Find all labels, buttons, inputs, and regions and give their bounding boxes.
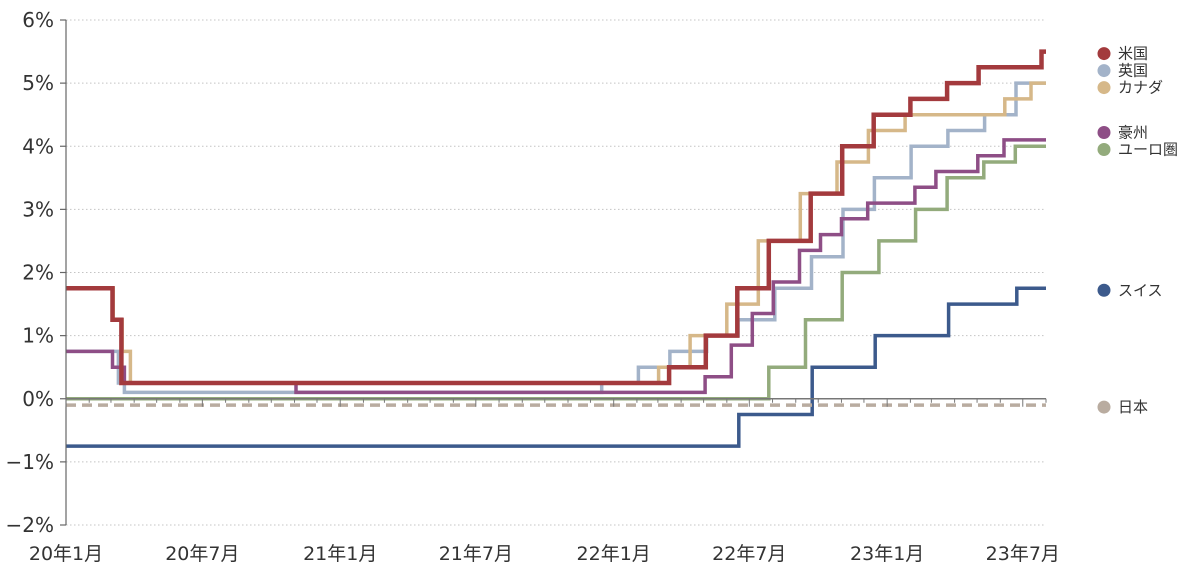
series-line-ユーロ圏 xyxy=(66,144,1046,401)
legend-swatch xyxy=(1097,400,1111,414)
x-tick-label: 22年1月 xyxy=(577,543,651,565)
series-line-カナダ xyxy=(66,81,1046,385)
axes xyxy=(65,20,1047,525)
legend-label: ユーロ圏 xyxy=(1118,140,1178,158)
legend-item-日本: 日本 xyxy=(1097,398,1148,416)
legend-label: 日本 xyxy=(1118,398,1148,416)
legend-swatch xyxy=(1097,47,1111,61)
legend-item-ユーロ圏: ユーロ圏 xyxy=(1097,140,1178,158)
y-tick-label: 0% xyxy=(22,387,54,411)
legend-label: カナダ xyxy=(1118,79,1163,97)
legend-label: スイス xyxy=(1118,281,1163,299)
gridlines xyxy=(60,19,1046,526)
series-line-スイス xyxy=(66,286,1046,448)
legend-swatch xyxy=(1097,125,1111,139)
legend-item-スイス: スイス xyxy=(1097,281,1163,299)
y-tick-label: 2% xyxy=(22,261,54,285)
x-tick-label: 23年1月 xyxy=(850,543,924,565)
x-tick-label: 22年7月 xyxy=(712,543,786,565)
x-tick-label: 20年7月 xyxy=(165,543,239,565)
legend-swatch xyxy=(1097,142,1111,156)
y-tick-label: 1% xyxy=(22,324,54,348)
series-line-米国 xyxy=(66,49,1046,386)
x-tick-label: 23年7月 xyxy=(986,543,1060,565)
legend-label: 豪州 xyxy=(1118,123,1148,141)
x-tick-label: 21年1月 xyxy=(303,543,377,565)
legend-swatch xyxy=(1097,64,1111,78)
legend-item-英国: 英国 xyxy=(1097,62,1148,80)
y-tick-label: 4% xyxy=(22,134,54,158)
y-tick-label: −1% xyxy=(6,450,55,474)
y-tick-label: 6% xyxy=(22,8,54,32)
legend-swatch xyxy=(1097,283,1111,297)
legend-item-豪州: 豪州 xyxy=(1097,123,1148,141)
x-tick-labels: 20年1月 20年7月 21年1月 21年7月 22年1月 22年7月 23年1月 23年7月 xyxy=(29,543,1060,565)
series-lines xyxy=(66,49,1046,448)
legend-item-米国: 米国 xyxy=(1097,45,1148,63)
x-tick-label: 20年1月 xyxy=(29,543,103,565)
legend-label: 英国 xyxy=(1118,62,1148,80)
legend-item-カナダ: カナダ xyxy=(1097,79,1163,97)
y-tick-label: 5% xyxy=(22,71,54,95)
legend-swatch xyxy=(1097,81,1111,95)
y-tick-label: 3% xyxy=(22,197,54,221)
x-tick-label: 21年7月 xyxy=(439,543,513,565)
y-tick-label: −2% xyxy=(6,513,55,537)
legend-label: 米国 xyxy=(1118,45,1148,63)
y-tick-labels: 6% 5% 4% 3% 2% 1% 0% −1% −2% xyxy=(6,8,55,537)
